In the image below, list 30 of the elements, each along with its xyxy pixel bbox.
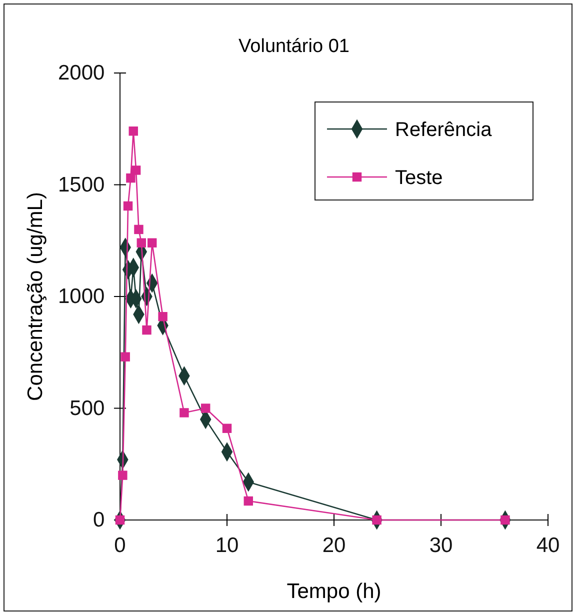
point bbox=[180, 408, 189, 418]
point bbox=[123, 201, 133, 211]
x-tick-label: 10 bbox=[215, 534, 239, 558]
x-tick-label: 0 bbox=[114, 534, 126, 558]
legend-label: Referência bbox=[395, 119, 493, 141]
point bbox=[118, 470, 128, 480]
point bbox=[244, 496, 254, 506]
point bbox=[131, 166, 141, 175]
y-tick-label: 500 bbox=[70, 396, 105, 420]
point bbox=[126, 173, 136, 183]
point bbox=[142, 325, 152, 335]
y-axis-title: Concentração (ug/mL) bbox=[24, 192, 47, 401]
point bbox=[134, 224, 144, 234]
legend-label: Teste bbox=[395, 167, 443, 189]
point bbox=[136, 238, 146, 248]
point bbox=[200, 404, 210, 413]
x-tick-label: 40 bbox=[536, 534, 560, 558]
y-tick-label: 1000 bbox=[58, 285, 105, 308]
point bbox=[128, 126, 138, 136]
x-axis-title: Tempo (h) bbox=[286, 580, 382, 603]
y-tick-label: 0 bbox=[93, 508, 105, 532]
y-tick-label: 2000 bbox=[58, 62, 105, 85]
point bbox=[120, 352, 130, 362]
point bbox=[147, 238, 157, 248]
point bbox=[222, 424, 232, 433]
point bbox=[158, 312, 168, 322]
chart-title: Voluntário 01 bbox=[238, 36, 350, 57]
y-tick-label: 1500 bbox=[58, 173, 105, 196]
x-tick-label: 30 bbox=[429, 534, 453, 558]
x-tick-label: 20 bbox=[322, 534, 346, 558]
